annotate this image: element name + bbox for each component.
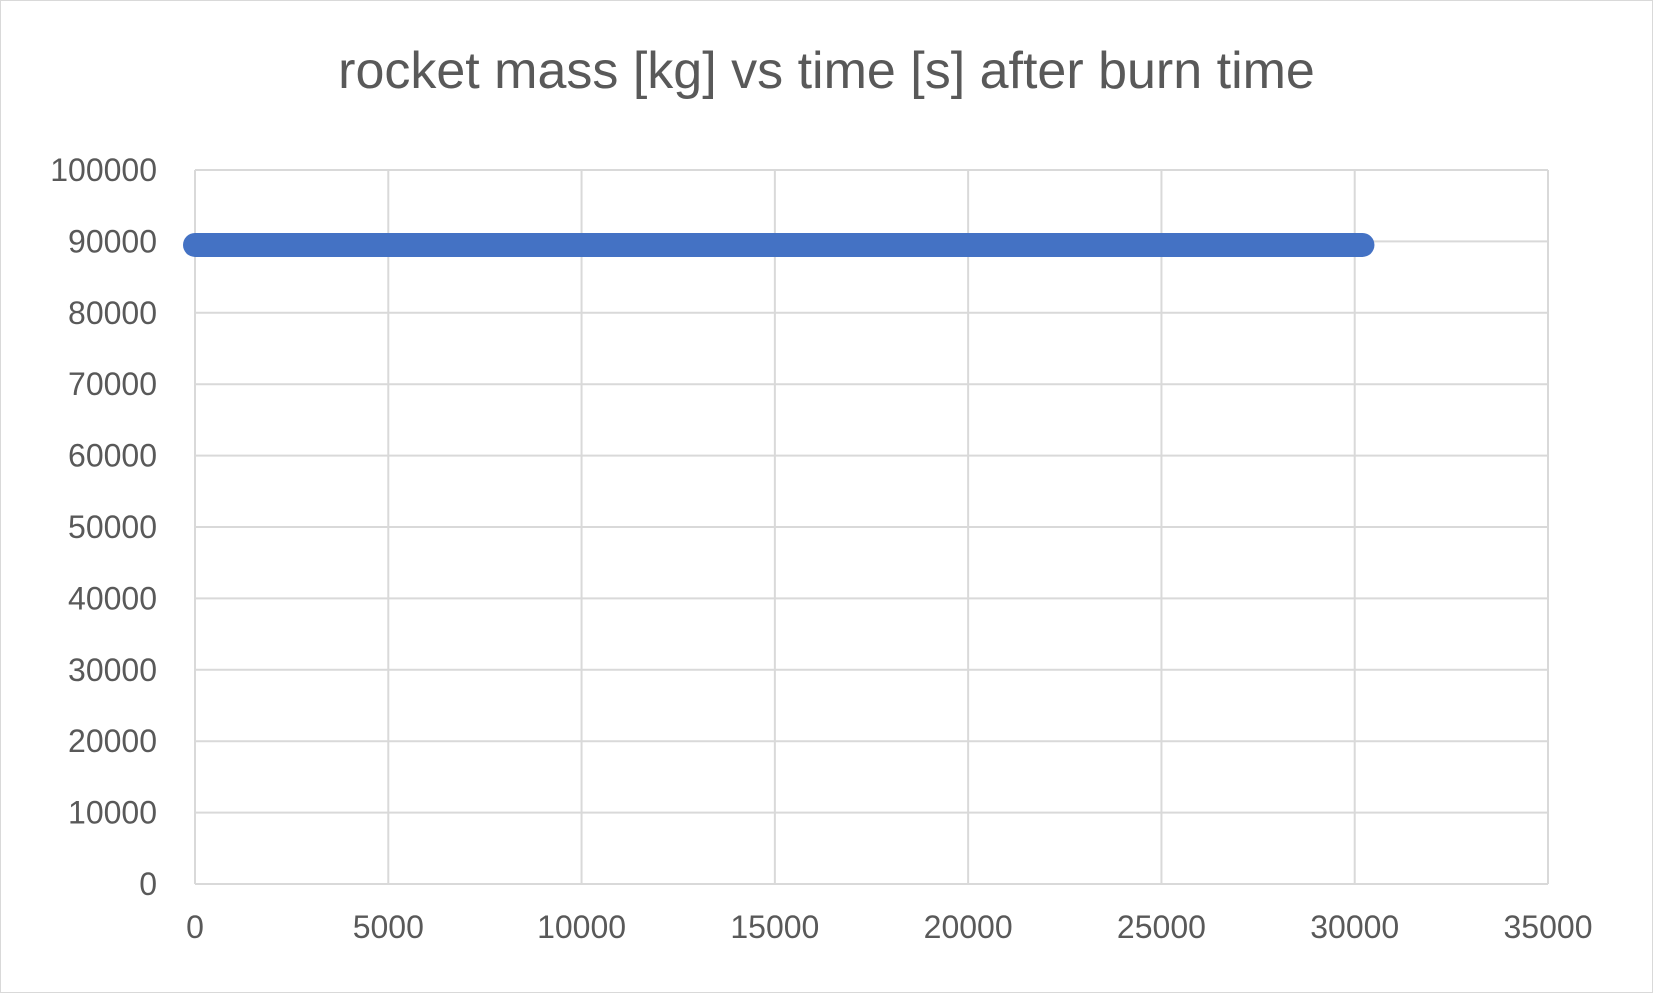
x-tick-label-4: 20000 bbox=[924, 909, 1013, 945]
x-tick-label-2: 10000 bbox=[537, 909, 626, 945]
grid-lines bbox=[194, 169, 1549, 885]
x-tick-label-0: 0 bbox=[186, 909, 204, 945]
x-tick-label-3: 15000 bbox=[730, 909, 819, 945]
y-tick-label-0: 0 bbox=[139, 866, 157, 902]
y-tick-label-8: 80000 bbox=[68, 295, 157, 331]
y-tick-label-6: 60000 bbox=[68, 438, 157, 474]
y-tick-label-4: 40000 bbox=[68, 580, 157, 616]
x-tick-label-1: 5000 bbox=[353, 909, 424, 945]
x-tick-label-5: 25000 bbox=[1117, 909, 1206, 945]
y-tick-label-7: 70000 bbox=[68, 366, 157, 402]
y-tick-label-2: 20000 bbox=[68, 723, 157, 759]
x-tick-label-7: 35000 bbox=[1504, 909, 1593, 945]
chart-title: rocket mass [kg] vs time [s] after burn … bbox=[338, 42, 1315, 100]
x-tick-label-6: 30000 bbox=[1310, 909, 1399, 945]
x-axis-ticks: 0 5000 10000 15000 20000 25000 30000 35000 bbox=[186, 909, 1592, 945]
y-tick-label-9: 90000 bbox=[68, 223, 157, 259]
y-tick-label-3: 30000 bbox=[68, 652, 157, 688]
y-tick-label-5: 50000 bbox=[68, 509, 157, 545]
y-axis-ticks: 0 10000 20000 30000 40000 50000 60000 70000 8000… bbox=[50, 152, 157, 902]
y-tick-label-10: 100000 bbox=[50, 152, 157, 188]
y-tick-label-1: 10000 bbox=[68, 795, 157, 831]
